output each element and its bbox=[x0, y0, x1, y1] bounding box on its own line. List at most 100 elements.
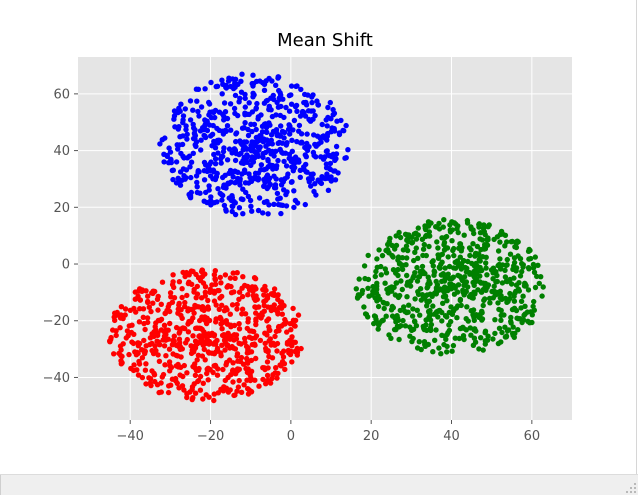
data-point bbox=[218, 350, 224, 356]
data-point bbox=[457, 241, 463, 247]
data-point bbox=[451, 252, 457, 259]
data-point bbox=[143, 381, 149, 387]
data-point bbox=[406, 302, 412, 308]
data-point bbox=[253, 78, 260, 85]
data-point bbox=[150, 300, 156, 306]
data-point bbox=[476, 346, 482, 352]
data-point bbox=[410, 275, 416, 281]
data-point bbox=[419, 236, 426, 242]
data-point bbox=[196, 169, 202, 175]
data-point bbox=[143, 361, 149, 367]
data-point bbox=[373, 316, 379, 322]
data-point bbox=[436, 345, 442, 351]
data-point bbox=[412, 296, 418, 302]
data-point bbox=[455, 223, 461, 229]
data-point bbox=[405, 279, 411, 285]
data-point bbox=[479, 308, 485, 314]
data-point bbox=[213, 302, 219, 308]
data-point bbox=[135, 372, 142, 378]
data-point bbox=[181, 362, 187, 369]
data-point bbox=[307, 118, 314, 124]
data-point bbox=[407, 283, 414, 289]
data-point bbox=[166, 160, 172, 166]
data-point bbox=[253, 355, 259, 362]
data-point bbox=[460, 289, 466, 296]
data-point bbox=[236, 99, 242, 105]
data-point bbox=[111, 314, 117, 320]
data-point bbox=[126, 323, 132, 329]
data-point bbox=[262, 330, 268, 336]
data-point bbox=[452, 259, 458, 265]
data-point bbox=[243, 343, 250, 350]
data-point bbox=[242, 95, 248, 102]
data-point bbox=[254, 296, 260, 303]
data-point bbox=[535, 262, 541, 268]
data-point bbox=[265, 184, 271, 190]
data-point bbox=[202, 271, 208, 277]
data-point bbox=[176, 336, 183, 342]
data-point bbox=[263, 381, 269, 387]
data-point bbox=[496, 325, 503, 331]
data-point bbox=[153, 320, 159, 326]
data-point bbox=[188, 343, 194, 349]
data-point bbox=[507, 290, 513, 297]
data-point bbox=[519, 268, 525, 275]
data-point bbox=[194, 339, 201, 346]
data-point bbox=[496, 261, 502, 268]
data-point bbox=[412, 270, 418, 276]
data-point bbox=[234, 306, 240, 312]
data-point bbox=[414, 278, 421, 284]
data-point bbox=[323, 148, 330, 154]
data-point bbox=[182, 106, 188, 112]
data-point bbox=[305, 108, 312, 114]
data-point bbox=[275, 324, 282, 330]
data-point bbox=[478, 246, 484, 253]
data-point bbox=[294, 83, 300, 89]
data-point bbox=[504, 299, 510, 305]
data-point bbox=[436, 307, 442, 314]
data-point bbox=[417, 312, 423, 318]
data-point bbox=[456, 335, 462, 342]
data-point bbox=[222, 172, 228, 178]
data-point bbox=[250, 293, 256, 299]
data-point bbox=[451, 282, 457, 289]
data-point bbox=[246, 171, 252, 177]
y-tick-label: −40 bbox=[43, 371, 70, 386]
data-point bbox=[204, 370, 210, 377]
data-point bbox=[379, 252, 386, 259]
data-point bbox=[178, 354, 184, 360]
data-point bbox=[503, 262, 509, 269]
resize-grip-icon[interactable] bbox=[626, 483, 636, 493]
data-point bbox=[208, 194, 214, 200]
data-point bbox=[404, 272, 410, 279]
data-point bbox=[445, 287, 451, 294]
data-point bbox=[366, 293, 372, 299]
data-point bbox=[434, 239, 440, 245]
data-point bbox=[183, 340, 189, 346]
data-point bbox=[239, 311, 245, 317]
data-point bbox=[274, 99, 280, 106]
data-point bbox=[201, 177, 208, 183]
data-point bbox=[468, 247, 474, 253]
data-point bbox=[178, 101, 184, 107]
data-point bbox=[253, 126, 259, 133]
data-point bbox=[430, 349, 436, 355]
data-point bbox=[200, 316, 207, 322]
data-point bbox=[225, 389, 232, 395]
data-point bbox=[145, 293, 151, 299]
data-point bbox=[376, 247, 382, 253]
data-point bbox=[249, 128, 255, 135]
data-point bbox=[223, 85, 230, 91]
chart-title: Mean Shift bbox=[277, 30, 373, 51]
data-point bbox=[219, 302, 225, 308]
data-point bbox=[413, 245, 419, 251]
data-point bbox=[503, 334, 509, 340]
data-point bbox=[419, 263, 426, 270]
data-point bbox=[190, 121, 196, 128]
data-point bbox=[294, 108, 300, 115]
data-point bbox=[284, 329, 290, 335]
data-point bbox=[185, 306, 191, 312]
data-point bbox=[192, 390, 199, 396]
data-point bbox=[182, 299, 188, 306]
data-point bbox=[372, 273, 378, 280]
